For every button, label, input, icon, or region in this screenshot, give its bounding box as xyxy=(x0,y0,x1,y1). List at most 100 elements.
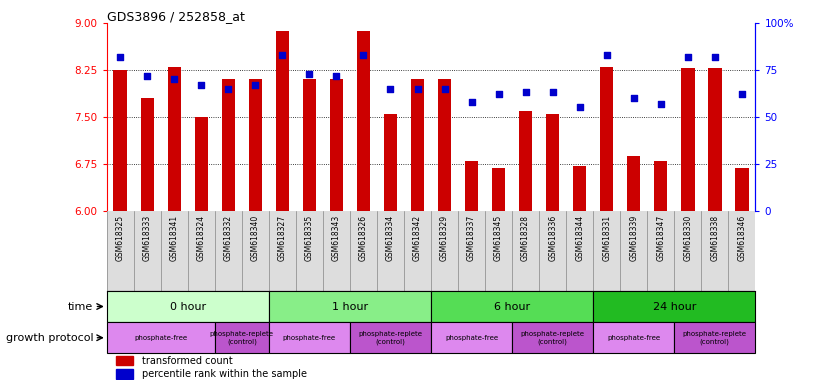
Bar xyxy=(681,68,695,210)
Bar xyxy=(512,322,594,353)
Bar xyxy=(276,31,289,210)
Point xyxy=(519,89,532,96)
Text: 1 hour: 1 hour xyxy=(332,301,368,311)
Bar xyxy=(117,369,133,379)
Point xyxy=(330,73,343,79)
Bar xyxy=(465,161,479,210)
Text: percentile rank within the sample: percentile rank within the sample xyxy=(142,369,307,379)
Point xyxy=(600,52,613,58)
Bar xyxy=(356,31,370,210)
Bar xyxy=(519,111,532,210)
Text: GSM618330: GSM618330 xyxy=(683,215,692,261)
Bar xyxy=(350,322,431,353)
Bar xyxy=(708,68,722,210)
Text: GSM618325: GSM618325 xyxy=(116,215,125,261)
Point xyxy=(736,91,749,98)
Bar xyxy=(735,168,749,210)
Text: GSM618333: GSM618333 xyxy=(143,215,152,261)
Text: GSM618336: GSM618336 xyxy=(548,215,557,261)
Bar xyxy=(107,291,269,322)
Text: GSM618337: GSM618337 xyxy=(467,215,476,261)
Text: GSM618345: GSM618345 xyxy=(494,215,503,261)
Bar xyxy=(594,322,674,353)
Bar xyxy=(573,166,586,210)
Bar xyxy=(113,70,127,210)
Text: GSM618327: GSM618327 xyxy=(277,215,287,261)
Point xyxy=(438,86,451,92)
Point xyxy=(492,91,505,98)
Point xyxy=(113,54,126,60)
Point xyxy=(573,104,586,111)
Bar xyxy=(431,322,512,353)
Text: GSM618344: GSM618344 xyxy=(576,215,585,261)
Point xyxy=(384,86,397,92)
Bar xyxy=(269,322,350,353)
Point xyxy=(546,89,559,96)
Bar xyxy=(303,79,316,210)
Text: phosphate-free: phosphate-free xyxy=(608,335,660,341)
Text: GSM618346: GSM618346 xyxy=(737,215,746,261)
Bar xyxy=(140,98,154,210)
Point xyxy=(627,95,640,101)
Bar xyxy=(215,322,269,353)
Text: GSM618339: GSM618339 xyxy=(629,215,638,261)
Point xyxy=(249,82,262,88)
Text: 0 hour: 0 hour xyxy=(170,301,206,311)
Text: GSM618338: GSM618338 xyxy=(710,215,719,261)
Bar xyxy=(167,67,181,210)
Text: GSM618332: GSM618332 xyxy=(224,215,233,261)
Text: transformed count: transformed count xyxy=(142,356,233,366)
Text: GSM618343: GSM618343 xyxy=(332,215,341,261)
Point xyxy=(654,101,667,107)
Text: GSM618326: GSM618326 xyxy=(359,215,368,261)
Text: GSM618331: GSM618331 xyxy=(602,215,611,261)
Point xyxy=(276,52,289,58)
Bar xyxy=(107,322,215,353)
Text: time: time xyxy=(68,301,94,311)
Bar xyxy=(431,291,594,322)
Bar xyxy=(674,322,755,353)
Bar xyxy=(117,356,133,366)
Point xyxy=(465,99,478,105)
Text: phosphate-replete
(control): phosphate-replete (control) xyxy=(359,331,423,344)
Text: GSM618334: GSM618334 xyxy=(386,215,395,261)
Text: phosphate-free: phosphate-free xyxy=(283,335,336,341)
Bar xyxy=(222,79,235,210)
Text: GSM618347: GSM618347 xyxy=(656,215,665,261)
Bar xyxy=(546,114,559,210)
Text: phosphate-replete
(control): phosphate-replete (control) xyxy=(683,331,747,344)
Text: GSM618335: GSM618335 xyxy=(305,215,314,261)
Text: GDS3896 / 252858_at: GDS3896 / 252858_at xyxy=(107,10,245,23)
Bar xyxy=(330,79,343,210)
Text: 24 hour: 24 hour xyxy=(653,301,696,311)
Text: phosphate-replete
(control): phosphate-replete (control) xyxy=(521,331,585,344)
Point xyxy=(303,71,316,77)
Bar xyxy=(410,79,424,210)
Bar xyxy=(654,161,667,210)
Point xyxy=(140,73,154,79)
Text: GSM618328: GSM618328 xyxy=(521,215,530,261)
Bar xyxy=(600,67,613,210)
Bar xyxy=(594,291,755,322)
Text: 6 hour: 6 hour xyxy=(494,301,530,311)
Point xyxy=(222,86,235,92)
Point xyxy=(681,54,695,60)
Bar xyxy=(249,79,262,210)
Text: GSM618329: GSM618329 xyxy=(440,215,449,261)
Text: phosphate-free: phosphate-free xyxy=(445,335,498,341)
Bar xyxy=(269,291,431,322)
Point xyxy=(195,82,208,88)
Bar xyxy=(383,114,397,210)
Point xyxy=(411,86,424,92)
Bar xyxy=(195,117,208,210)
Point xyxy=(709,54,722,60)
Point xyxy=(167,76,181,82)
Point xyxy=(357,52,370,58)
Bar xyxy=(438,79,452,210)
Bar xyxy=(627,156,640,210)
Bar xyxy=(492,168,506,210)
Text: GSM618341: GSM618341 xyxy=(170,215,179,261)
Text: GSM618340: GSM618340 xyxy=(251,215,260,261)
Text: GSM618324: GSM618324 xyxy=(197,215,206,261)
Text: phosphate-replete
(control): phosphate-replete (control) xyxy=(210,331,274,344)
